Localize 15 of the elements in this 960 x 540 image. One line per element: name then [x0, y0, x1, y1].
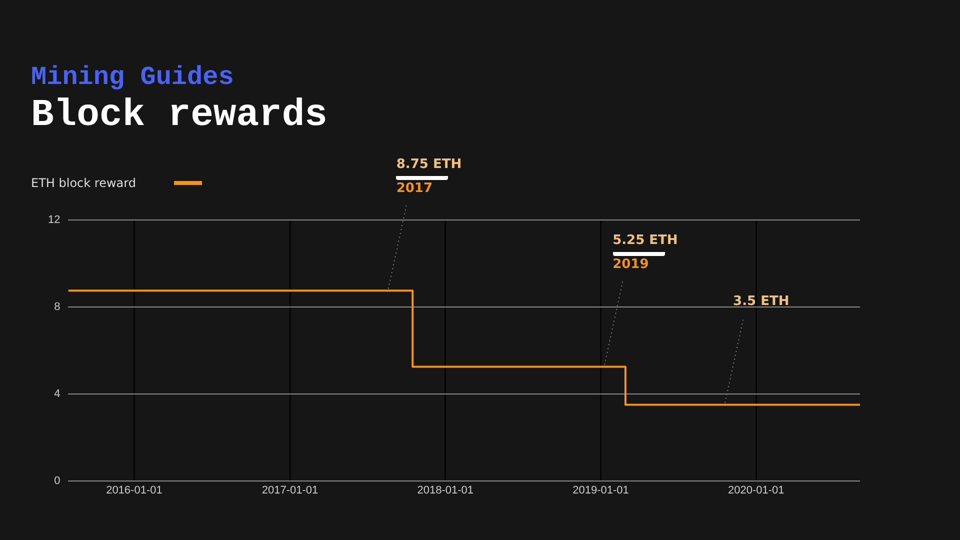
chart-title: Block rewards	[31, 94, 328, 137]
y-tick-label: 8	[54, 300, 60, 313]
chart-subtitle: Mining Guides	[31, 62, 234, 92]
x-tick-label: 2020-01-01	[728, 484, 784, 496]
x-tick-label: 2018-01-01	[417, 484, 474, 496]
x-tick-label: 2019-01-01	[572, 484, 629, 496]
annotation: 5.25 ETH 2019	[612, 232, 678, 274]
y-tick-label: 4	[54, 388, 60, 400]
x-tick-label: 2016-01-01	[106, 484, 162, 496]
x-tick-label: 2017-01-01	[262, 484, 318, 496]
annotation: 8.75 ETH 2017	[396, 156, 462, 198]
annotation: 3.5 ETH	[733, 292, 790, 311]
y-tick-label: 0	[54, 474, 60, 487]
y-tick-label: 12	[48, 214, 60, 226]
text: ETH block reward	[31, 176, 136, 190]
